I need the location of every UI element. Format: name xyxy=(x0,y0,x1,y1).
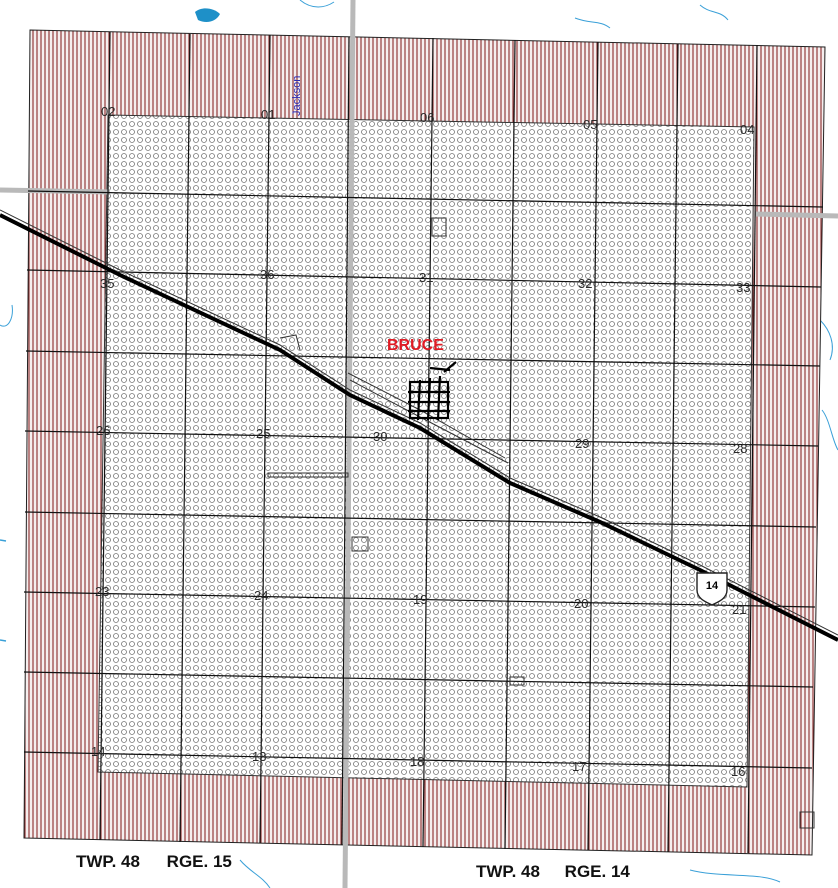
township-label-west: TWP. 48 RGE. 15 xyxy=(76,853,232,870)
section-14-label: 14 xyxy=(91,744,106,759)
section-17-label: 17 xyxy=(572,759,587,774)
section-06-label: 06 xyxy=(420,110,435,125)
section-25-label: 25 xyxy=(256,426,271,441)
section-32-label: 32 xyxy=(578,276,593,291)
town-street-grid xyxy=(408,361,457,421)
rge-label-east: RGE. 14 xyxy=(564,862,630,881)
section-19-label: 19 xyxy=(413,592,428,607)
section-13-label: 13 xyxy=(252,749,267,764)
township-dotted-area xyxy=(97,114,755,788)
section-grid xyxy=(23,31,824,854)
us-highway-shield-icon xyxy=(696,572,728,606)
section-29-label: 29 xyxy=(575,436,590,451)
section-36-label: 36 xyxy=(260,267,275,282)
section-24-label: 24 xyxy=(254,588,269,603)
road-label: Jackson xyxy=(291,75,303,116)
section-02-label: 02 xyxy=(101,104,116,119)
section-28-label: 28 xyxy=(733,441,748,456)
section-33-label: 33 xyxy=(736,280,751,295)
rge-label-west: RGE. 15 xyxy=(166,852,232,871)
section-05-label: 05 xyxy=(583,117,598,132)
parcel-outlines xyxy=(267,217,815,829)
section-31-label: 31 xyxy=(419,270,434,285)
town-label-bruce: BRUCE xyxy=(387,337,444,354)
section-01-label: 01 xyxy=(261,107,276,122)
railroad-line xyxy=(0,209,838,642)
section-26-label: 26 xyxy=(96,423,111,438)
twp-label-east: TWP. 48 xyxy=(476,862,540,881)
section-23-label: 23 xyxy=(95,584,110,599)
section-04-label: 04 xyxy=(740,122,755,137)
section-16-label: 16 xyxy=(731,764,746,779)
section-30-label: 30 xyxy=(373,429,388,444)
section-35-label: 35 xyxy=(100,276,115,291)
section-18-label: 18 xyxy=(410,754,425,769)
section-21-label: 21 xyxy=(732,602,747,617)
highway-shield-label: 14 xyxy=(697,573,727,603)
section-20-label: 20 xyxy=(574,596,589,611)
township-label-east: TWP. 48 RGE. 14 xyxy=(476,863,630,880)
twp-label-west: TWP. 48 xyxy=(76,852,140,871)
highway-number: 14 xyxy=(705,580,719,592)
